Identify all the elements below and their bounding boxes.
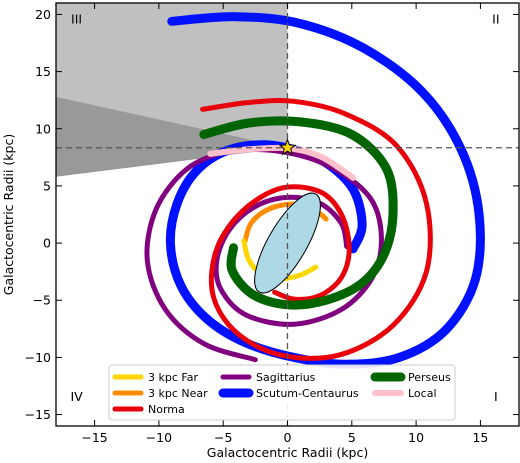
series-line-norma [200, 97, 433, 361]
quadrant-label-ii: II [492, 12, 499, 27]
shaded-region-dark-wedge [56, 96, 288, 177]
axes: −15 −10 −5 0 5 10 15 −15 −10 −5 0 5 10 15 20 [25, 3, 519, 445]
legend-label-norma: Norma [148, 403, 185, 416]
y-tick-label: 5 [43, 178, 51, 193]
legend-label-perseus: Perseus [408, 371, 451, 384]
legend-label-3-kpc-near: 3 kpc Near [148, 387, 208, 400]
shaded-region-light-wedge [56, 3, 288, 148]
x-tick-label: 15 [472, 430, 488, 445]
x-tick-label: 10 [408, 430, 424, 445]
x-tick-label: −15 [81, 430, 107, 445]
y-tick-label: −15 [25, 407, 51, 422]
x-tick-label: −10 [146, 430, 172, 445]
x-tick-label: 0 [284, 430, 292, 445]
y-tick-label: −5 [33, 293, 51, 308]
legend-box [108, 364, 456, 421]
legend-label-sagittarius: Sagittarius [256, 371, 316, 384]
y-tick-label: −10 [25, 350, 51, 365]
legend-label-local: Local [408, 387, 437, 400]
quadrant-label-i: I [494, 389, 498, 404]
y-tick-label: 0 [43, 236, 51, 251]
x-axis-label: Galactocentric Radii (kpc) [207, 445, 368, 460]
y-axis-label: Galactocentric Radii (kpc) [1, 134, 16, 295]
x-tick-label: −5 [214, 430, 232, 445]
quadrant-label-iv: IV [70, 389, 83, 404]
sun-star-marker [278, 138, 297, 156]
legend-label-3-kpc-far: 3 kpc Far [148, 371, 198, 384]
legend-label-scutum-centaurus: Scutum-Centaurus [256, 387, 359, 400]
quadrant-label-iii: III [71, 12, 82, 27]
y-tick-label: 15 [35, 64, 51, 79]
series-line-perseus [199, 116, 398, 310]
legend: 3 kpc Far 3 kpc Near Norma Sagittarius Scutu… [108, 364, 456, 421]
y-tick-label: 10 [35, 121, 51, 136]
series-line-local [207, 144, 357, 181]
x-tick-label: 5 [348, 430, 356, 445]
y-tick-label: 20 [35, 7, 51, 22]
